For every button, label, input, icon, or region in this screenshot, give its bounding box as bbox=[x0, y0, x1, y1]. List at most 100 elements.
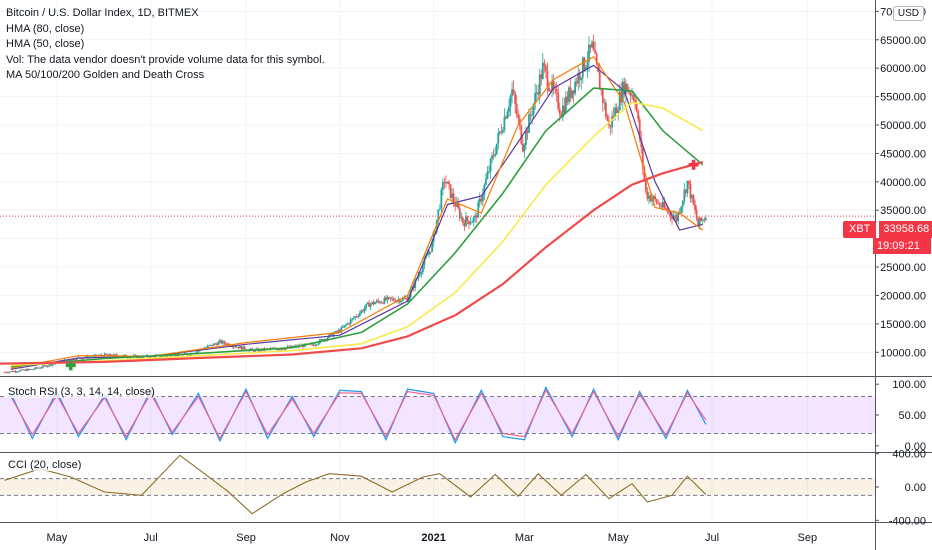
candle-body bbox=[526, 130, 529, 133]
candle-body bbox=[688, 180, 690, 185]
candle-body bbox=[63, 359, 66, 363]
candle-body bbox=[546, 70, 549, 88]
candle-body bbox=[478, 198, 481, 203]
candle-body bbox=[452, 193, 455, 203]
candle-body bbox=[592, 41, 595, 51]
candle-body bbox=[405, 298, 407, 299]
candle-body bbox=[108, 353, 111, 356]
legend-hma80[interactable]: HMA (80, close) bbox=[6, 22, 85, 35]
candle-body bbox=[446, 181, 449, 184]
stoch-rsi-title[interactable]: Stoch RSI (3, 3, 14, 14, close) bbox=[6, 386, 157, 398]
time-axis-label: Sep bbox=[236, 532, 256, 544]
candle-body bbox=[652, 196, 655, 200]
candle-body bbox=[380, 302, 383, 304]
candle-body bbox=[578, 72, 581, 80]
candle-body bbox=[291, 345, 294, 348]
candle-body bbox=[317, 343, 320, 345]
candle-body bbox=[611, 116, 613, 128]
candle-body bbox=[545, 66, 547, 71]
stoch-axis-tick-label: 50.00 bbox=[898, 410, 926, 422]
candle-body bbox=[82, 358, 84, 360]
candle-body bbox=[623, 81, 626, 95]
candle-body bbox=[45, 365, 48, 367]
price-axis-tick-label: 60000.00 bbox=[880, 63, 926, 75]
candle-body bbox=[340, 327, 343, 333]
legend-volume[interactable]: Vol: The data vendor doesn't provide vol… bbox=[6, 53, 325, 66]
candle-body bbox=[294, 345, 297, 347]
golden-cross-marker bbox=[65, 360, 76, 371]
candle-body bbox=[366, 302, 369, 305]
candle-body bbox=[540, 74, 543, 79]
chart-legend: Bitcoin / U.S. Dollar Index, 1D, BITMEX … bbox=[6, 6, 325, 84]
candle-body bbox=[9, 371, 12, 372]
candle-body bbox=[223, 341, 226, 344]
candle-body bbox=[563, 105, 566, 113]
candle-body bbox=[252, 350, 255, 352]
ma50-line bbox=[10, 87, 704, 368]
candle-body bbox=[635, 103, 638, 111]
candle-body bbox=[434, 231, 437, 233]
candle-body bbox=[632, 94, 635, 100]
candle-body bbox=[43, 365, 46, 367]
candle-body bbox=[495, 143, 498, 154]
candle-body bbox=[646, 191, 649, 199]
candle-body bbox=[501, 130, 504, 133]
candle-body bbox=[704, 217, 707, 221]
candle-body bbox=[16, 371, 18, 373]
candle-body bbox=[629, 92, 632, 96]
candle-body bbox=[234, 346, 237, 348]
candle-body bbox=[684, 189, 687, 194]
candle-body bbox=[342, 327, 344, 328]
candle-body bbox=[543, 62, 546, 67]
candle-body bbox=[337, 330, 340, 333]
candle-body bbox=[535, 92, 538, 93]
candle-body bbox=[249, 348, 252, 350]
legend-ma-cross[interactable]: MA 50/100/200 Golden and Death Cross bbox=[6, 69, 205, 81]
candle-body bbox=[28, 368, 31, 370]
currency-button[interactable]: USD bbox=[892, 6, 924, 21]
candle-body bbox=[489, 158, 492, 172]
candle-body bbox=[112, 354, 115, 357]
candle-body bbox=[689, 184, 692, 199]
candle-body bbox=[326, 337, 329, 340]
ma200-line bbox=[0, 160, 704, 365]
candle-body bbox=[561, 105, 564, 118]
legend-hma50[interactable]: HMA (50, close) bbox=[6, 38, 85, 50]
cci-title[interactable]: CCI (20, close) bbox=[6, 459, 84, 471]
candle-body bbox=[581, 57, 584, 78]
candle-body bbox=[575, 81, 578, 84]
candle-body bbox=[700, 217, 703, 221]
candle-body bbox=[391, 298, 394, 300]
candle-body bbox=[638, 119, 641, 139]
stoch-axis-tick-label: 100.00 bbox=[892, 379, 926, 391]
candle-body bbox=[14, 371, 17, 373]
candle-body bbox=[411, 286, 414, 291]
stoch-d-line bbox=[10, 389, 707, 441]
candle-body bbox=[664, 207, 667, 209]
candle-body bbox=[42, 365, 44, 368]
candle-body bbox=[363, 308, 366, 312]
time-axis-label: Nov bbox=[330, 532, 350, 544]
time-axis-label: Sep bbox=[798, 532, 818, 544]
candle-body bbox=[94, 354, 97, 356]
candle-body bbox=[392, 298, 395, 301]
candle-body bbox=[140, 357, 143, 359]
candle-body bbox=[534, 92, 537, 104]
candle-body bbox=[454, 202, 457, 207]
candle-body bbox=[497, 133, 500, 144]
candle-body bbox=[508, 106, 510, 112]
price-axis-tick-label: 45000.00 bbox=[880, 148, 926, 160]
time-axis-label: Jul bbox=[144, 532, 158, 544]
candle-body bbox=[85, 356, 88, 358]
candle-body bbox=[460, 217, 463, 219]
candle-body bbox=[80, 358, 83, 360]
candle-body bbox=[345, 324, 347, 326]
candle-body bbox=[288, 346, 291, 348]
candle-body bbox=[549, 90, 552, 92]
candle-body bbox=[11, 371, 14, 372]
price-axis-tick-label: 35000.00 bbox=[880, 205, 926, 217]
candle-body bbox=[615, 107, 618, 114]
candle-body bbox=[455, 202, 458, 207]
candle-body bbox=[8, 371, 11, 373]
